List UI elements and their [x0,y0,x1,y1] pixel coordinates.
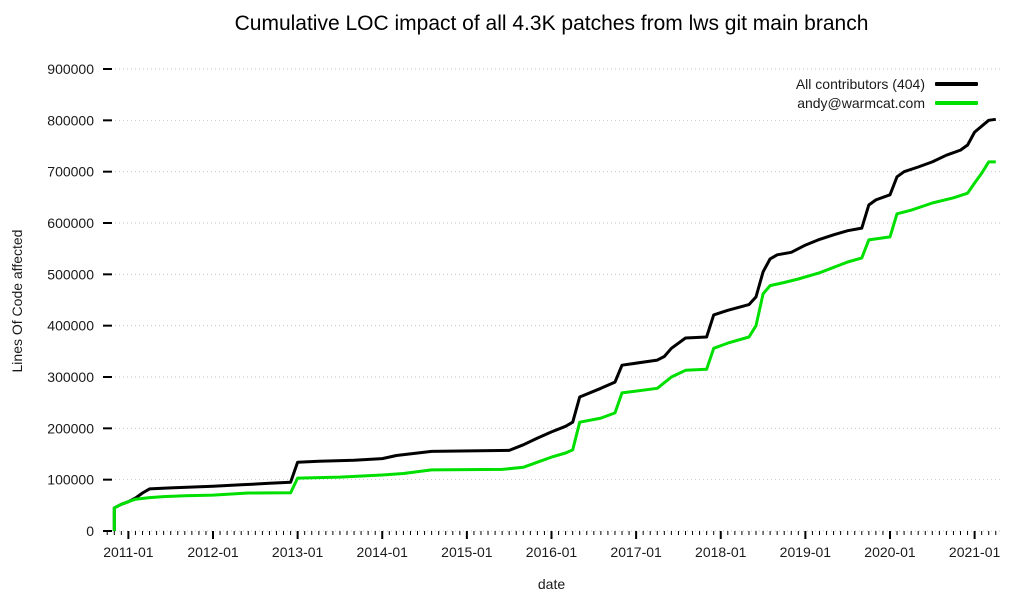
svg-text:100000: 100000 [47,472,94,488]
svg-text:700000: 700000 [47,164,94,180]
svg-text:900000: 900000 [47,61,94,77]
gridlines [103,68,1000,532]
svg-text:500000: 500000 [47,266,94,282]
svg-text:400000: 400000 [47,318,94,334]
legend: All contributors (404) andy@warmcat.com [796,74,978,112]
svg-text:2012-01: 2012-01 [187,544,239,560]
series-line-all-contributors [112,117,997,531]
series-line-andy-warmcat [112,160,996,531]
axis-ticks [103,68,997,539]
svg-text:2016-01: 2016-01 [526,544,578,560]
svg-text:200000: 200000 [47,420,94,436]
svg-text:2020-01: 2020-01 [864,544,916,560]
svg-text:2013-01: 2013-01 [272,544,324,560]
svg-text:2011-01: 2011-01 [103,544,154,560]
x-axis-label: date [537,576,566,592]
legend-label-andy-warmcat: andy@warmcat.com [797,94,925,111]
svg-text:2017-01: 2017-01 [610,544,662,560]
legend-line-sample-andy-warmcat [935,100,978,105]
svg-text:0: 0 [86,523,94,539]
svg-text:2021-01: 2021-01 [949,544,1001,560]
svg-text:2015-01: 2015-01 [441,544,493,560]
axis-tick-labels: 0 100000 200000 300000 400000 500000 600000 700… [47,61,1000,560]
svg-text:2014-01: 2014-01 [357,544,409,560]
legend-item-andy-warmcat: andy@warmcat.com [796,93,978,112]
svg-text:2019-01: 2019-01 [780,544,832,560]
chart-title: Cumulative LOC impact of all 4.3K patche… [234,12,869,35]
legend-item-all-contributors: All contributors (404) [796,74,978,93]
svg-text:2018-01: 2018-01 [695,544,747,560]
legend-line-sample-all-contributors [935,81,978,86]
svg-text:300000: 300000 [47,369,94,385]
svg-text:800000: 800000 [47,112,94,128]
svg-text:600000: 600000 [47,215,94,231]
legend-label-all-contributors: All contributors (404) [795,75,925,92]
